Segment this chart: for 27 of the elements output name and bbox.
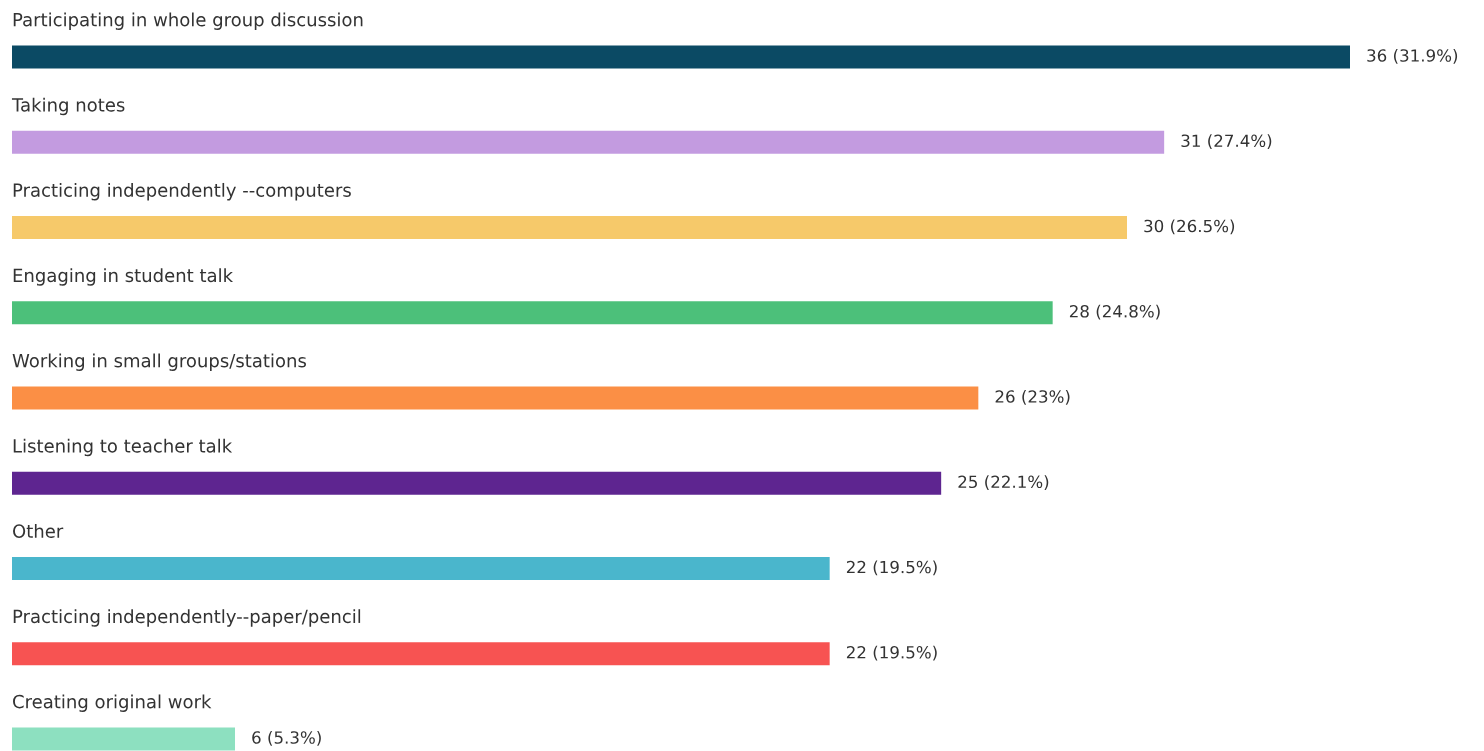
y-tick-label: Other [13, 523, 64, 538]
y-tick-label: Working in small groups/stations [12, 353, 306, 371]
data-label: 6 (5.3%) [252, 730, 321, 746]
data-label: 25 (22.1%) [958, 475, 1049, 491]
data-label: 30 (26.5%) [1144, 219, 1235, 235]
y-tick-label: Participating in whole group discussion [13, 12, 363, 30]
bar [12, 45, 1350, 69]
data-label: 26 (23%) [995, 389, 1070, 405]
bar [12, 301, 1053, 325]
bar [12, 471, 942, 495]
y-tick-label: Creating original work [13, 694, 212, 712]
y-tick-label: Practicing independently --computers [13, 182, 351, 201]
bar [12, 130, 1165, 154]
data-label: 22 (19.5%) [846, 645, 937, 661]
y-tick-label: Engaging in student talk [13, 268, 234, 286]
data-label: 36 (31.9%) [1367, 48, 1458, 64]
bar [12, 727, 235, 751]
y-tick-label: Taking notes [11, 97, 125, 116]
y-tick-label: Listening to teacher talk [13, 438, 233, 457]
data-label: 28 (24.8%) [1069, 304, 1160, 320]
bar [12, 642, 830, 666]
y-tick-label: Practicing independently--paper/pencil [13, 609, 361, 627]
bar [12, 386, 979, 410]
data-label: 31 (27.4%) [1181, 134, 1272, 150]
bar [12, 215, 1127, 240]
bar [12, 556, 830, 581]
data-label: 22 (19.5%) [846, 560, 937, 576]
